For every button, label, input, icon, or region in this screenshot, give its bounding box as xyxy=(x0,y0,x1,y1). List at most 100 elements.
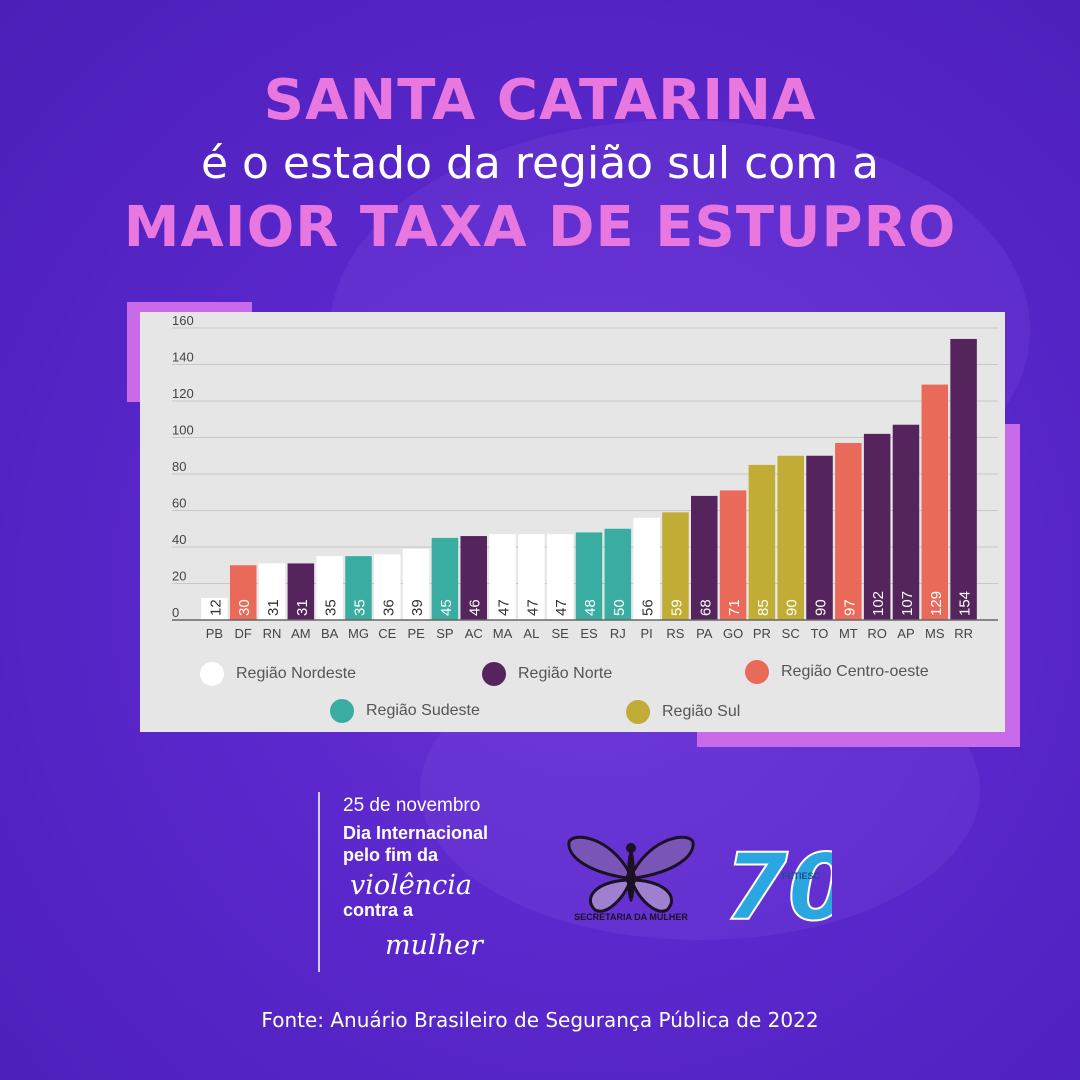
event-title-line3: violência xyxy=(350,870,473,901)
legend-swatch xyxy=(626,700,650,724)
legend-label: Região Sudeste xyxy=(366,702,480,719)
event-title-line4: contra a xyxy=(343,900,414,920)
bar xyxy=(950,338,977,620)
x-tick-label: AC xyxy=(465,626,483,641)
bar xyxy=(229,565,257,620)
data-label: 71 xyxy=(726,599,743,616)
legend-swatch xyxy=(200,662,224,686)
bar xyxy=(662,512,689,620)
event-title-line1: Dia Internacional xyxy=(343,823,489,843)
legend-item-sul: Região Sul xyxy=(626,700,740,724)
bar xyxy=(575,532,603,620)
x-tick-label: MS xyxy=(925,626,945,641)
x-tick-label: RS xyxy=(666,626,684,641)
data-label: 12 xyxy=(207,599,224,616)
bar xyxy=(402,548,430,620)
data-label: 31 xyxy=(294,599,311,616)
data-label: 47 xyxy=(524,599,541,616)
data-label: 47 xyxy=(496,599,513,616)
butterfly-logo-text: SECRETARIA DA MULHER xyxy=(574,912,688,922)
y-tick-label: 20 xyxy=(172,569,186,584)
x-tick-label: GO xyxy=(723,626,743,641)
bar xyxy=(431,537,459,620)
data-label: 59 xyxy=(668,599,685,616)
data-label: 30 xyxy=(236,599,253,616)
bar xyxy=(201,598,228,620)
bar xyxy=(258,563,286,620)
x-tick-label: SP xyxy=(436,626,453,641)
data-label: 56 xyxy=(640,599,657,616)
bar xyxy=(345,556,372,620)
x-tick-label: MA xyxy=(493,626,513,641)
x-tick-label: AM xyxy=(291,626,311,641)
x-tick-label: PR xyxy=(753,626,771,641)
x-tick-label: MG xyxy=(348,626,369,641)
event-title-line2: pelo fim da xyxy=(343,845,439,865)
x-tick-label: CE xyxy=(378,626,396,641)
bar xyxy=(719,490,747,620)
data-label: 47 xyxy=(553,599,570,616)
data-label: 39 xyxy=(409,599,426,616)
x-tick-label: PA xyxy=(696,626,713,641)
bar xyxy=(748,464,776,620)
data-label: 90 xyxy=(784,599,801,616)
x-tick-label: AP xyxy=(897,626,914,641)
legend-swatch xyxy=(745,660,769,684)
bar xyxy=(777,455,804,620)
data-label: 107 xyxy=(899,591,916,616)
bar xyxy=(835,442,862,620)
y-tick-label: 160 xyxy=(172,313,194,328)
legend-item-nordeste: Região Nordeste xyxy=(200,662,356,686)
data-label: 31 xyxy=(265,599,282,616)
fetiesc-text: FETIESC xyxy=(782,871,821,881)
fetiesc-logo: 70 FETIESC xyxy=(723,835,832,930)
bar xyxy=(460,536,487,620)
bar xyxy=(691,495,718,620)
bar xyxy=(287,563,315,620)
x-tick-label: TO xyxy=(811,626,829,641)
bar xyxy=(806,455,833,620)
bar xyxy=(316,556,343,620)
event-title-line5: mulher xyxy=(385,930,483,961)
x-tick-label: RR xyxy=(954,626,973,641)
data-label: 35 xyxy=(323,599,340,616)
data-label: 45 xyxy=(438,599,455,616)
x-tick-label: BA xyxy=(321,626,339,641)
bar xyxy=(633,517,660,620)
data-label: 48 xyxy=(582,599,599,616)
y-tick-label: 0 xyxy=(172,605,179,620)
y-tick-label: 40 xyxy=(172,532,186,547)
legend-label: Região Norte xyxy=(518,665,613,682)
x-tick-label: PE xyxy=(407,626,425,641)
x-tick-label: AL xyxy=(523,626,539,641)
butterfly-logo: SECRETARIA DA MULHER xyxy=(567,835,695,922)
bar-chart: 0 20 40 60 80 100 120 140 160 12 PB 30 DF 31 RN 31 AM 35 B… xyxy=(172,313,998,641)
data-label: 97 xyxy=(841,599,858,616)
legend-swatch xyxy=(330,699,354,723)
data-label: 46 xyxy=(467,599,484,616)
event-date: 25 de novembro xyxy=(343,795,481,816)
x-tick-label: SE xyxy=(552,626,570,641)
data-label: 129 xyxy=(928,591,945,616)
x-tick-label: DF xyxy=(235,626,252,641)
chart-card: 0 20 40 60 80 100 120 140 160 12 PB 30 DF 31 RN 31 AM 35 B… xyxy=(140,312,1005,732)
data-label: 154 xyxy=(957,591,974,616)
x-tick-label: PI xyxy=(640,626,652,641)
x-tick-label: RO xyxy=(867,626,887,641)
bar xyxy=(604,528,632,620)
y-tick-label: 120 xyxy=(172,386,194,401)
headline-subtitle: é o estado da região sul com a xyxy=(200,138,880,189)
legend-swatch xyxy=(482,662,506,686)
x-tick-label: MT xyxy=(839,626,858,641)
data-label: 85 xyxy=(755,599,772,616)
legend-label: Região Nordeste xyxy=(236,665,357,682)
legend-item-sudeste: Região Sudeste xyxy=(330,699,480,723)
data-label: 102 xyxy=(870,591,887,616)
x-tick-label: ES xyxy=(580,626,598,641)
bar xyxy=(546,534,574,620)
bar xyxy=(892,424,920,620)
y-tick-label: 80 xyxy=(172,459,186,474)
x-tick-label: PB xyxy=(206,626,223,641)
headline-emphasis: MAIOR TAXA DE ESTUPRO xyxy=(123,195,957,260)
bar xyxy=(489,534,516,620)
